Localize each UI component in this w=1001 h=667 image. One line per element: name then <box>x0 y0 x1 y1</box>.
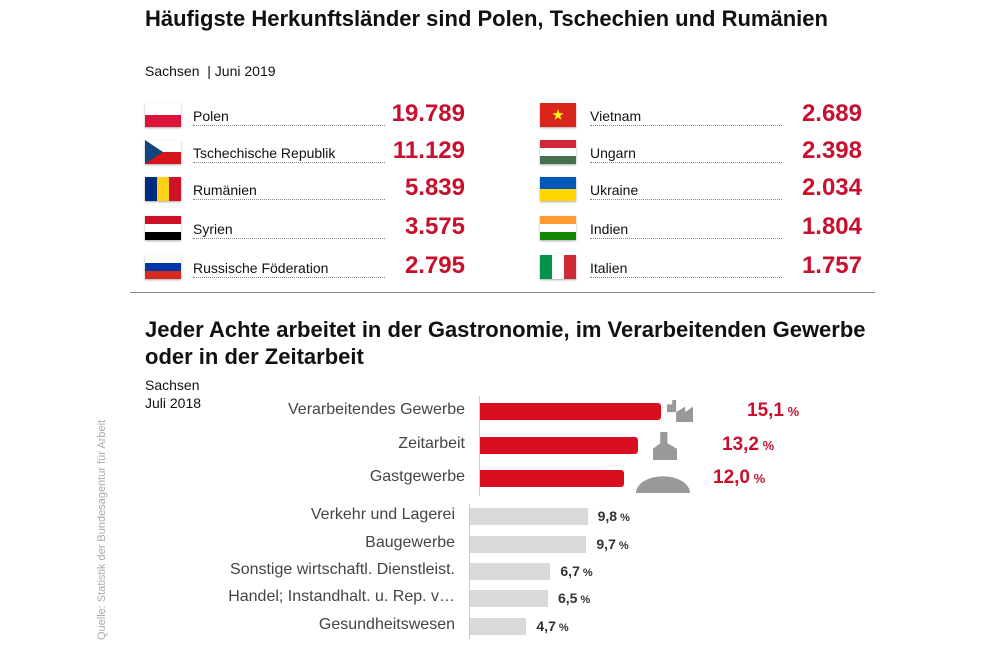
country-name: Ungarn <box>590 145 636 161</box>
bar-value: 12,0 % <box>713 467 766 488</box>
bar-label: Gastgewerbe <box>369 468 465 485</box>
food-chef-icon <box>636 476 690 493</box>
flag-icon <box>540 140 576 164</box>
worker-clock-icon <box>653 432 677 460</box>
bar-value: 6,5 % <box>558 590 591 606</box>
country-value: 5.839 <box>404 174 465 201</box>
bar-value: 15,1 % <box>747 400 800 421</box>
leader-dots <box>590 238 782 239</box>
leader-dots <box>193 125 385 126</box>
flag-icon <box>540 103 576 127</box>
country-value: 3.575 <box>404 213 465 240</box>
bar-label: Gesundheitswesen <box>318 616 455 633</box>
leader-dots <box>590 277 782 278</box>
country-value: 2.689 <box>801 100 862 127</box>
bar-label: Handel; Instandhalt. u. Rep. v… <box>228 588 455 605</box>
leader-dots <box>193 238 385 239</box>
country-value: 11.129 <box>392 137 465 164</box>
leader-dots <box>590 199 782 200</box>
bar <box>480 470 624 487</box>
bar <box>470 590 548 607</box>
region: Sachsen <box>145 63 200 79</box>
axis-line <box>479 396 480 496</box>
leader-dots <box>193 277 385 278</box>
date: Juni 2019 <box>214 63 276 79</box>
bar-label: Verkehr und Lagerei <box>310 506 455 523</box>
country-value: 2.034 <box>801 174 862 201</box>
section2-region: Sachsen <box>145 377 200 393</box>
section1-title: Häufigste Herkunftsländer sind Polen, Ts… <box>145 6 828 31</box>
bar-label: Zeitarbeit <box>398 435 465 452</box>
section2-title: Jeder Achte arbeitet in der Gastronomie,… <box>145 317 866 369</box>
bar-label: Baugewerbe <box>365 534 455 551</box>
country-value: 2.795 <box>404 252 465 279</box>
axis-line <box>469 504 470 639</box>
flag-icon <box>145 103 181 127</box>
bar-label: Sonstige wirtschaftl. Dienstleist. <box>230 561 455 578</box>
country-value: 1.757 <box>801 252 862 279</box>
divider <box>130 292 875 293</box>
bar <box>470 618 527 635</box>
country-name: Syrien <box>193 221 233 237</box>
bar-value: 6,7 % <box>560 563 593 579</box>
leader-dots <box>193 199 385 200</box>
bar <box>480 403 662 420</box>
country-name: Indien <box>590 221 629 237</box>
country-name: Polen <box>193 108 229 124</box>
flag-icon <box>145 216 181 240</box>
bar <box>480 437 639 454</box>
flag-icon <box>145 255 181 279</box>
country-name: Tschechische Republik <box>193 145 336 161</box>
country-value: 19.789 <box>391 100 465 127</box>
country-name: Italien <box>590 260 628 276</box>
country-value: 2.398 <box>801 137 862 164</box>
factory-icon <box>667 400 693 422</box>
country-name: Ukraine <box>590 182 639 198</box>
leader-dots <box>590 125 782 126</box>
bar <box>470 563 551 580</box>
flag-icon <box>540 255 576 279</box>
bar <box>470 536 587 553</box>
bar-value: 9,8 % <box>597 508 630 524</box>
bar-value: 13,2 % <box>722 434 775 455</box>
flag-icon <box>540 177 576 201</box>
country-value: 1.804 <box>801 213 862 240</box>
flag-icon <box>145 140 181 164</box>
flag-icon <box>145 177 181 201</box>
country-name: Russische Föderation <box>193 260 329 276</box>
bar-value: 9,7 % <box>596 536 629 552</box>
flag-icon <box>540 216 576 240</box>
section2-date: Juli 2018 <box>145 395 202 411</box>
bar-value: 4,7 % <box>536 618 569 634</box>
section1-subtitle: Sachsen | Juni 2019 <box>145 63 276 79</box>
country-name: Rumänien <box>193 182 257 198</box>
bar <box>470 508 588 525</box>
leader-dots <box>193 162 385 163</box>
bar-label: Verarbeitendes Gewerbe <box>288 401 465 418</box>
leader-dots <box>590 162 782 163</box>
country-name: Vietnam <box>590 108 642 124</box>
